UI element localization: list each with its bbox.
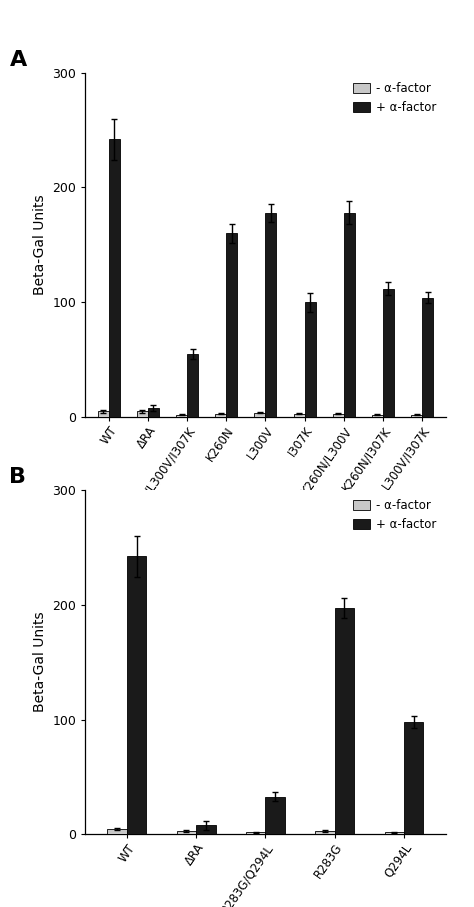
Bar <box>148 408 159 417</box>
Bar <box>333 414 344 417</box>
Bar <box>196 825 216 834</box>
Bar <box>226 233 237 417</box>
Bar <box>384 832 404 834</box>
Text: A: A <box>9 50 27 70</box>
Y-axis label: Beta-Gal Units: Beta-Gal Units <box>33 612 47 712</box>
Bar <box>246 832 265 834</box>
Y-axis label: Beta-Gal Units: Beta-Gal Units <box>33 195 47 295</box>
Bar <box>344 213 355 417</box>
Bar <box>411 414 422 417</box>
Bar <box>137 412 148 417</box>
Bar <box>98 412 109 417</box>
Bar <box>335 608 354 834</box>
Bar <box>265 796 285 834</box>
Bar <box>255 413 265 417</box>
Bar <box>215 414 226 417</box>
Bar <box>404 722 423 834</box>
Legend: - α-factor, + α-factor: - α-factor, + α-factor <box>350 496 440 534</box>
Bar <box>305 302 316 417</box>
Bar <box>422 297 433 417</box>
Bar <box>315 831 335 834</box>
Bar <box>372 414 383 417</box>
Bar <box>293 414 305 417</box>
Bar <box>108 829 127 834</box>
Bar <box>176 414 187 417</box>
Bar <box>187 354 198 417</box>
Bar <box>265 213 276 417</box>
Text: B: B <box>9 467 27 487</box>
Bar <box>109 139 120 417</box>
Bar <box>127 556 146 834</box>
Legend: - α-factor, + α-factor: - α-factor, + α-factor <box>350 79 440 117</box>
Bar <box>383 288 394 417</box>
Bar <box>177 831 196 834</box>
